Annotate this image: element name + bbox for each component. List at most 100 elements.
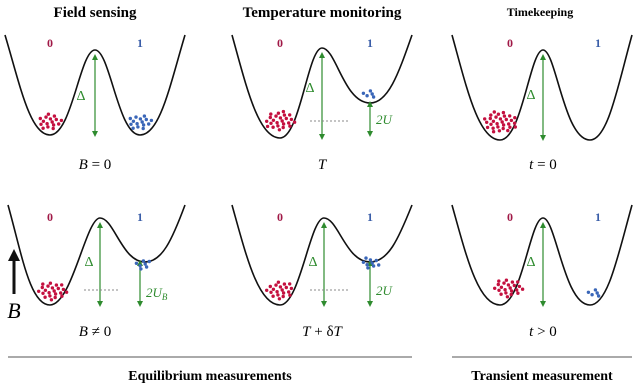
particle-dot <box>491 119 496 124</box>
particle-dot <box>53 292 58 296</box>
particle-dot <box>499 285 504 289</box>
particle-dot <box>265 124 270 129</box>
particle-dot <box>38 116 42 121</box>
particle-dot <box>142 114 147 118</box>
barrier-label: Δ <box>308 255 317 270</box>
particle-dot <box>278 285 283 289</box>
particle-dot <box>41 282 45 286</box>
energy-offset-label: 2U <box>376 283 394 298</box>
particle-dot <box>265 119 269 124</box>
particle-dot <box>281 291 286 295</box>
well-temperature-shifted: 0 1 Δ 2U <box>231 204 413 307</box>
particle-dot <box>504 291 508 295</box>
particle-dot <box>502 281 506 285</box>
particle-dot <box>485 125 490 130</box>
particle-dot <box>289 286 294 291</box>
particle-dot <box>138 264 142 268</box>
particle-dot <box>284 285 288 290</box>
particle-dot <box>49 298 54 302</box>
particle-dot <box>41 119 46 124</box>
particle-cluster-right <box>586 288 601 298</box>
particle-cluster-right <box>361 256 381 270</box>
title-timekeeping: Timekeeping <box>507 5 573 19</box>
particle-dot <box>278 116 283 120</box>
particle-dot <box>289 117 294 122</box>
potential-curve <box>231 34 413 139</box>
particle-dot <box>496 112 501 116</box>
particle-dot <box>520 287 525 291</box>
particle-dot <box>282 282 287 286</box>
potential-curve <box>451 204 633 306</box>
particle-dot <box>292 120 297 124</box>
particle-dot <box>46 125 50 129</box>
particle-dot <box>134 115 138 119</box>
particle-dot <box>50 286 55 290</box>
well-temperature-base: 0 1 Δ 2U <box>231 34 413 140</box>
particle-dot <box>52 114 57 118</box>
particle-dot <box>47 291 51 295</box>
particle-dot <box>129 122 133 127</box>
particle-dot <box>147 259 151 264</box>
particle-dot <box>281 122 286 126</box>
particle-cluster-left <box>37 281 69 302</box>
particle-dot <box>510 280 515 284</box>
particle-dot <box>371 264 376 268</box>
title-temperature-monitoring: Temperature monitoring <box>243 5 402 21</box>
particle-dot <box>48 281 53 285</box>
particle-dot <box>361 91 366 96</box>
particle-dot <box>509 289 514 293</box>
particle-dot <box>489 122 493 127</box>
barrier-label: Δ <box>526 88 535 103</box>
particle-dot <box>280 288 284 292</box>
particle-dot <box>370 261 374 265</box>
particle-dot <box>57 122 61 126</box>
particle-dot <box>275 290 279 294</box>
particle-dot <box>488 116 492 121</box>
state-label-one: 1 <box>137 210 143 224</box>
particle-dot <box>501 123 506 127</box>
condition-time-later: t > 0 <box>529 324 557 340</box>
particle-dot <box>377 263 381 267</box>
particle-dot <box>141 126 145 131</box>
state-label-zero: 0 <box>277 210 283 224</box>
energy-offset-label: 2U <box>376 112 394 127</box>
potential-curve <box>7 204 186 306</box>
particle-dot <box>39 122 43 127</box>
particle-dot <box>483 117 487 121</box>
particle-dot <box>287 121 291 125</box>
particle-dot <box>507 122 511 126</box>
particle-dot <box>504 278 509 282</box>
particle-dot <box>51 123 56 127</box>
particle-dot <box>271 287 276 291</box>
state-label-one: 1 <box>595 36 601 50</box>
barrier-label: Δ <box>84 255 93 270</box>
condition-field-nonzero: B ≠ 0 <box>79 324 111 340</box>
particle-dot <box>280 119 284 123</box>
particle-cluster-right <box>134 259 151 271</box>
state-label-zero: 0 <box>507 210 513 224</box>
particle-dot <box>508 286 512 290</box>
particle-dot <box>505 295 510 299</box>
particle-dot <box>281 109 286 114</box>
particle-dot <box>271 125 275 129</box>
particle-dot <box>361 260 366 264</box>
particle-dot <box>60 294 64 298</box>
particle-dot <box>495 122 499 126</box>
particle-dot <box>288 124 292 128</box>
particle-cluster-left <box>38 112 64 131</box>
particle-dot <box>43 288 48 292</box>
particle-dot <box>288 282 292 286</box>
particle-dot <box>497 279 501 283</box>
particle-dot <box>276 124 280 128</box>
particle-dot <box>593 288 598 292</box>
particle-dot <box>282 113 287 117</box>
particle-dot <box>368 258 373 262</box>
particle-dot <box>271 294 275 298</box>
particle-dot <box>59 118 64 123</box>
particle-dot <box>364 256 368 260</box>
particle-dot <box>46 284 50 288</box>
particle-dot <box>61 287 66 292</box>
particle-dot <box>56 286 60 291</box>
particle-dot <box>43 295 47 299</box>
